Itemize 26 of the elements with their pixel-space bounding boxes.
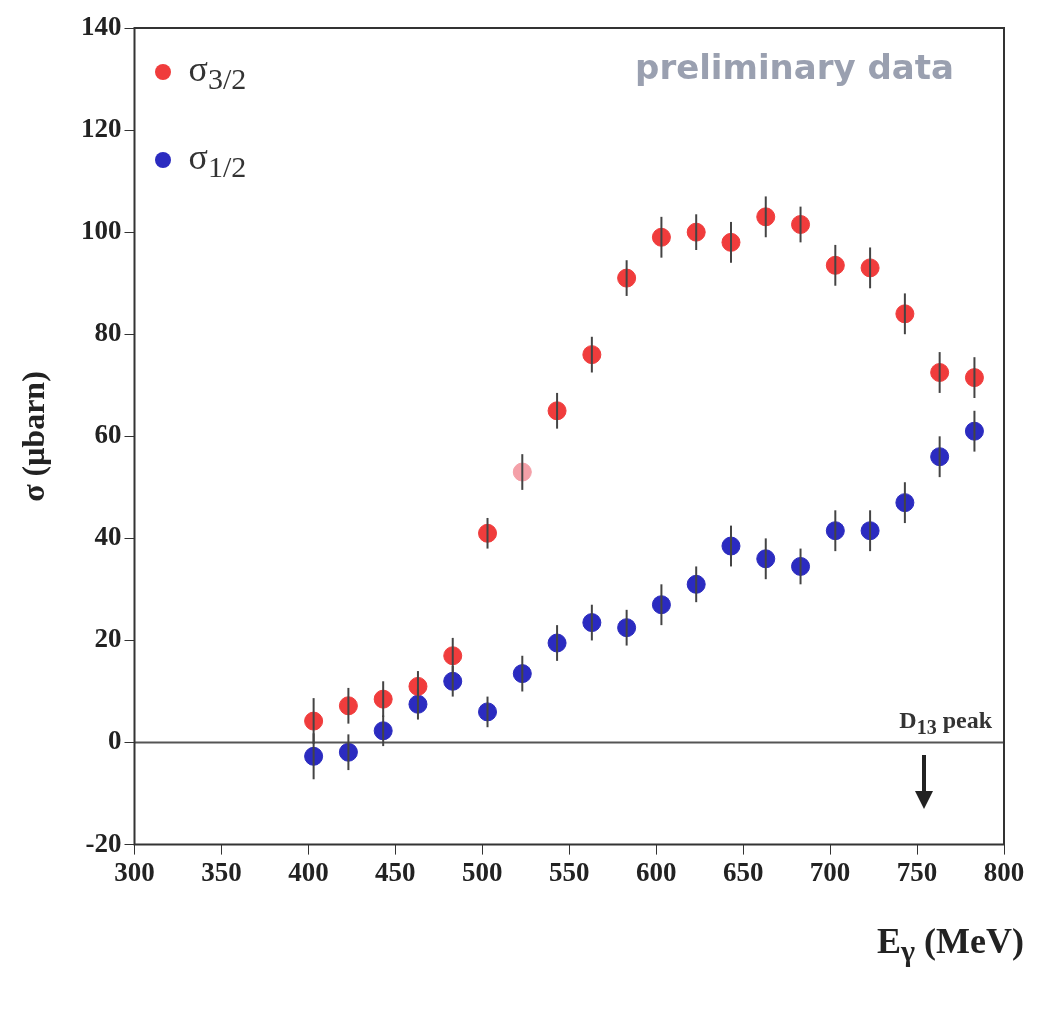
y-tick-label: 100 [81, 215, 122, 246]
y-axis-title: σ (μbarn) [14, 370, 52, 502]
annotation: D$_{13}$ peak [899, 706, 992, 739]
legend-label: σ$_{3/2}$ [188, 48, 247, 97]
y-tick-label: 40 [94, 521, 122, 552]
y-tick-label: 60 [94, 419, 122, 450]
x-tick-label: 500 [462, 856, 503, 887]
x-tick-label: 700 [809, 856, 851, 887]
annotation: preliminary data [635, 46, 954, 87]
x-tick-label: 450 [375, 856, 416, 887]
y-tick-label: 120 [81, 113, 122, 144]
y-tick-label: -20 [85, 827, 122, 858]
y-tick-label: 20 [94, 623, 122, 654]
x-tick-label: 750 [896, 856, 938, 887]
legend-label: σ$_{1/2}$ [188, 136, 247, 185]
y-tick-label: 140 [81, 10, 122, 41]
x-tick-label: 300 [114, 856, 155, 887]
y-tick-label: 0 [108, 725, 122, 756]
x-tick-label: 650 [722, 856, 764, 887]
x-tick-label: 800 [983, 856, 1025, 887]
x-tick-label: 350 [201, 856, 242, 887]
x-tick-label: 600 [635, 856, 677, 887]
x-axis-title: E$_{γ}$ (MeV) [877, 919, 1024, 968]
y-tick-label: 80 [94, 317, 122, 348]
x-tick-label: 400 [288, 856, 329, 887]
x-tick-label: 550 [549, 856, 590, 887]
